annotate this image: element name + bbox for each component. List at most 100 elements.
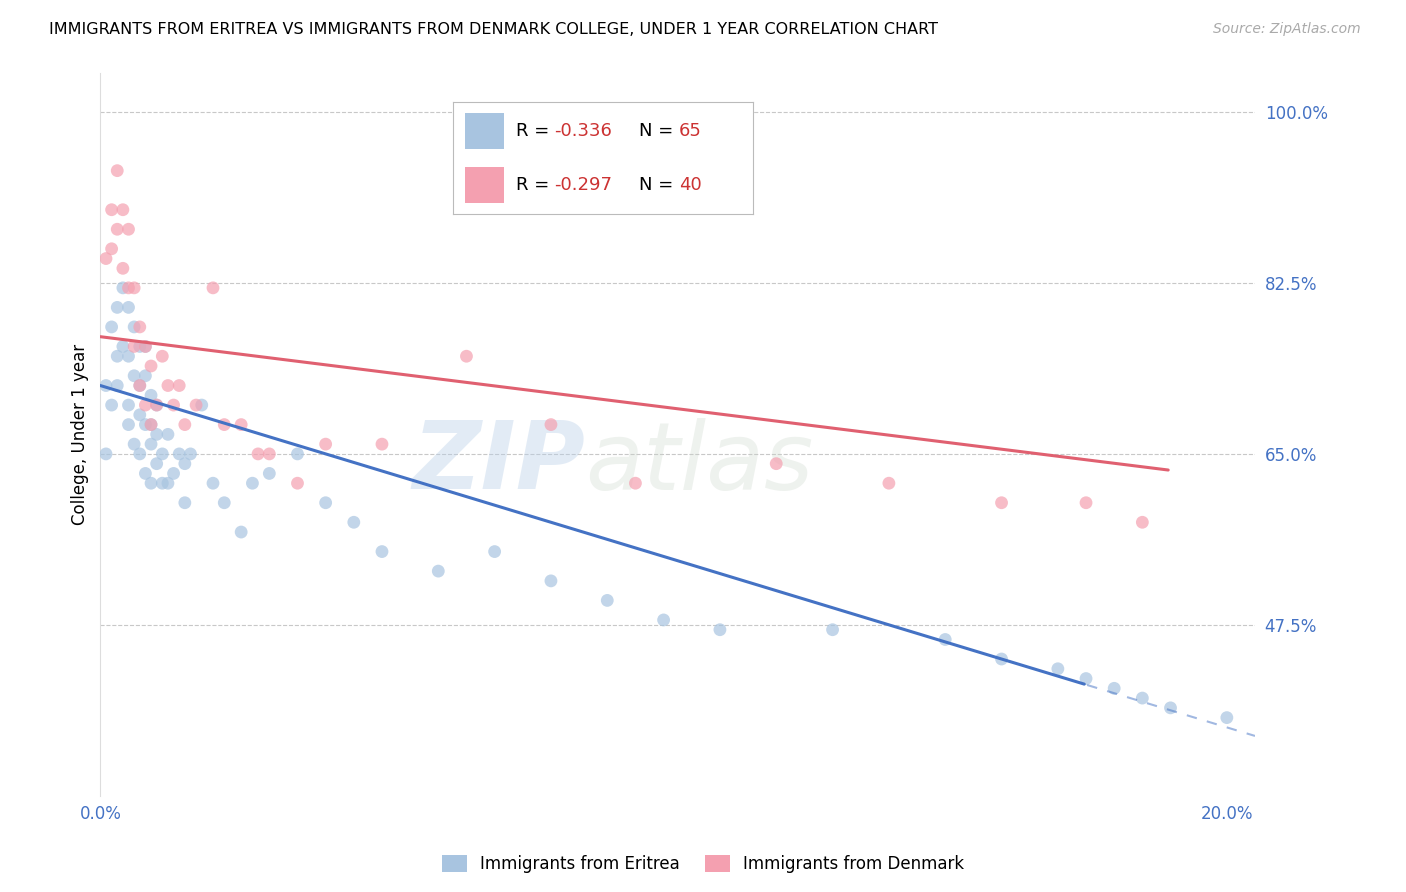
Point (173, 457, 195, 471)
Point (150, 447, 173, 461)
Point (117, 349, 139, 363)
Point (94, 378, 117, 392)
Point (150, 349, 173, 363)
Point (214, 417, 236, 432)
Point (162, 398, 184, 412)
Point (287, 447, 309, 461)
Point (990, 652, 1012, 666)
Y-axis label: College, Under 1 year: College, Under 1 year (72, 343, 89, 524)
Point (105, 163, 128, 178)
Point (150, 476, 173, 491)
Point (259, 467, 281, 481)
Point (624, 476, 647, 491)
Point (128, 378, 150, 392)
Point (122, 320, 145, 334)
Point (128, 408, 150, 422)
Point (184, 398, 207, 412)
Point (652, 613, 675, 627)
Point (134, 417, 156, 432)
Point (105, 301, 128, 315)
Point (1130, 691, 1153, 706)
Point (343, 516, 366, 530)
Point (117, 281, 139, 295)
Point (139, 417, 162, 432)
Point (117, 398, 139, 412)
Point (117, 222, 139, 236)
Point (173, 417, 195, 432)
Point (94, 252, 117, 266)
Point (821, 623, 844, 637)
Point (111, 281, 134, 295)
Point (371, 544, 394, 558)
Point (540, 574, 562, 588)
Point (105, 222, 128, 236)
Point (315, 437, 337, 451)
Point (1160, 701, 1182, 715)
Point (128, 447, 150, 461)
Point (100, 320, 122, 334)
Point (167, 378, 190, 392)
Point (247, 447, 270, 461)
Point (111, 261, 134, 276)
Point (111, 202, 134, 217)
Point (139, 417, 162, 432)
Point (156, 476, 179, 491)
Point (117, 301, 139, 315)
Point (100, 242, 122, 256)
Point (1216, 711, 1239, 725)
Point (156, 427, 179, 442)
Point (162, 467, 184, 481)
Point (145, 398, 167, 412)
Point (484, 544, 506, 558)
Point (139, 476, 162, 491)
Point (94, 447, 117, 461)
Point (173, 496, 195, 510)
Point (540, 417, 562, 432)
Point (231, 524, 253, 539)
Text: IMMIGRANTS FROM ERITREA VS IMMIGRANTS FROM DENMARK COLLEGE, UNDER 1 YEAR CORRELA: IMMIGRANTS FROM ERITREA VS IMMIGRANTS FR… (49, 22, 938, 37)
Point (128, 378, 150, 392)
Point (134, 467, 156, 481)
Point (128, 320, 150, 334)
Point (122, 368, 145, 383)
Point (990, 496, 1012, 510)
Point (100, 398, 122, 412)
Point (456, 349, 478, 363)
Point (145, 398, 167, 412)
Point (1130, 516, 1153, 530)
Point (122, 281, 145, 295)
Point (179, 447, 201, 461)
Point (709, 623, 731, 637)
Point (156, 378, 179, 392)
Point (201, 281, 224, 295)
Point (105, 349, 128, 363)
Point (287, 476, 309, 491)
Point (371, 437, 394, 451)
Point (128, 339, 150, 353)
Point (315, 496, 337, 510)
Point (122, 339, 145, 353)
Text: Source: ZipAtlas.com: Source: ZipAtlas.com (1213, 22, 1361, 37)
Point (122, 437, 145, 451)
Point (145, 457, 167, 471)
Point (139, 437, 162, 451)
Point (1046, 662, 1069, 676)
Point (427, 564, 450, 578)
Point (877, 476, 900, 491)
Point (259, 447, 281, 461)
Point (117, 417, 139, 432)
Legend: Immigrants from Eritrea, Immigrants from Denmark: Immigrants from Eritrea, Immigrants from… (441, 855, 965, 873)
Point (111, 339, 134, 353)
Point (105, 378, 128, 392)
Point (134, 398, 156, 412)
Text: ZIP: ZIP (412, 417, 585, 509)
Point (231, 417, 253, 432)
Point (134, 339, 156, 353)
Point (145, 427, 167, 442)
Point (100, 202, 122, 217)
Point (1102, 681, 1125, 696)
Point (139, 359, 162, 373)
Point (139, 388, 162, 402)
Point (934, 632, 956, 647)
Point (201, 476, 224, 491)
